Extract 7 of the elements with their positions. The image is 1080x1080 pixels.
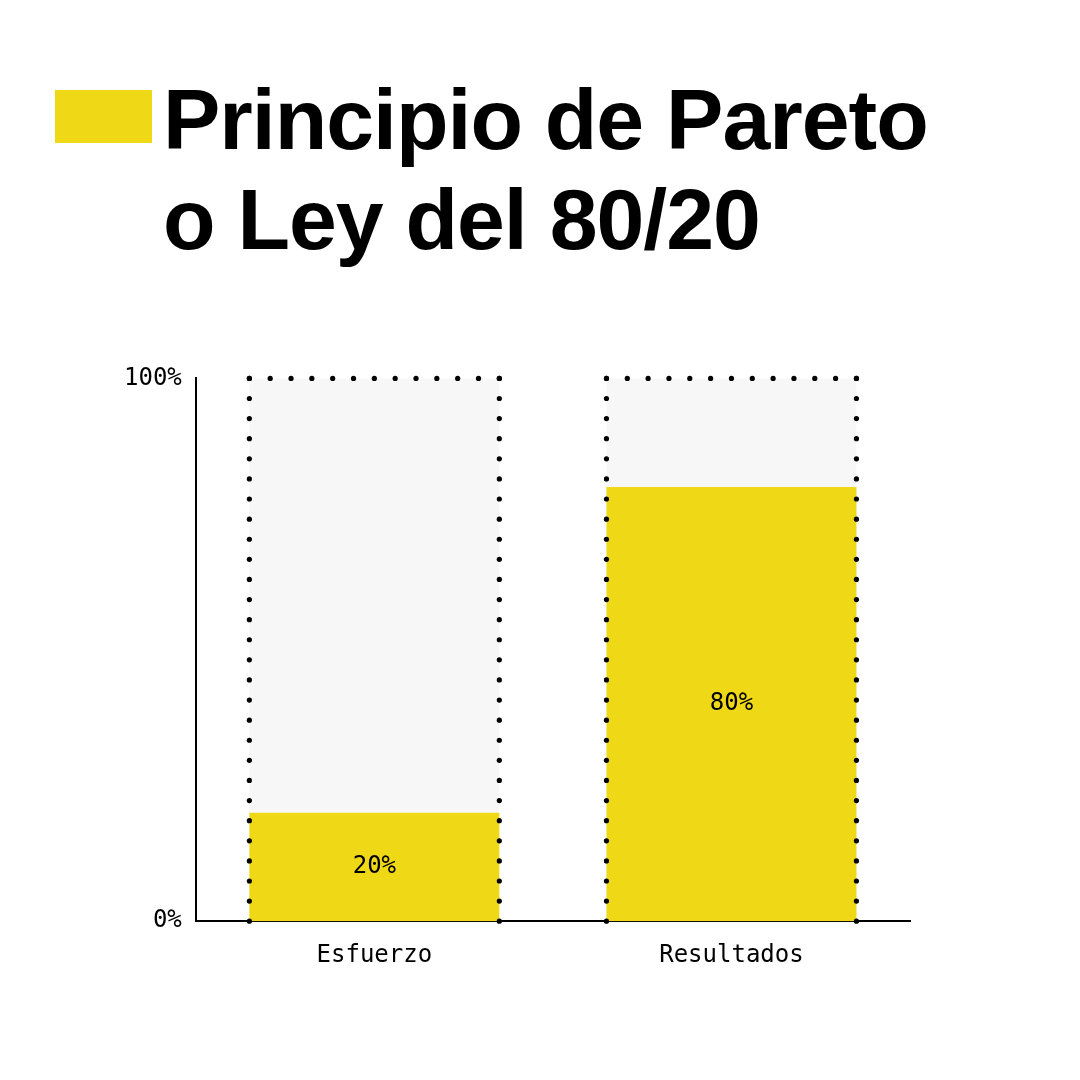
- chart-title: Principio de Pareto o Ley del 80/20: [163, 70, 929, 269]
- y-tick-label: 100%: [124, 362, 183, 391]
- y-tick-label: 0%: [152, 905, 183, 934]
- x-tick-label: Resultados: [659, 939, 804, 968]
- x-tick-label: Esfuerzo: [316, 939, 433, 968]
- data-label: 80%: [709, 688, 754, 717]
- data-label: 20%: [352, 851, 397, 880]
